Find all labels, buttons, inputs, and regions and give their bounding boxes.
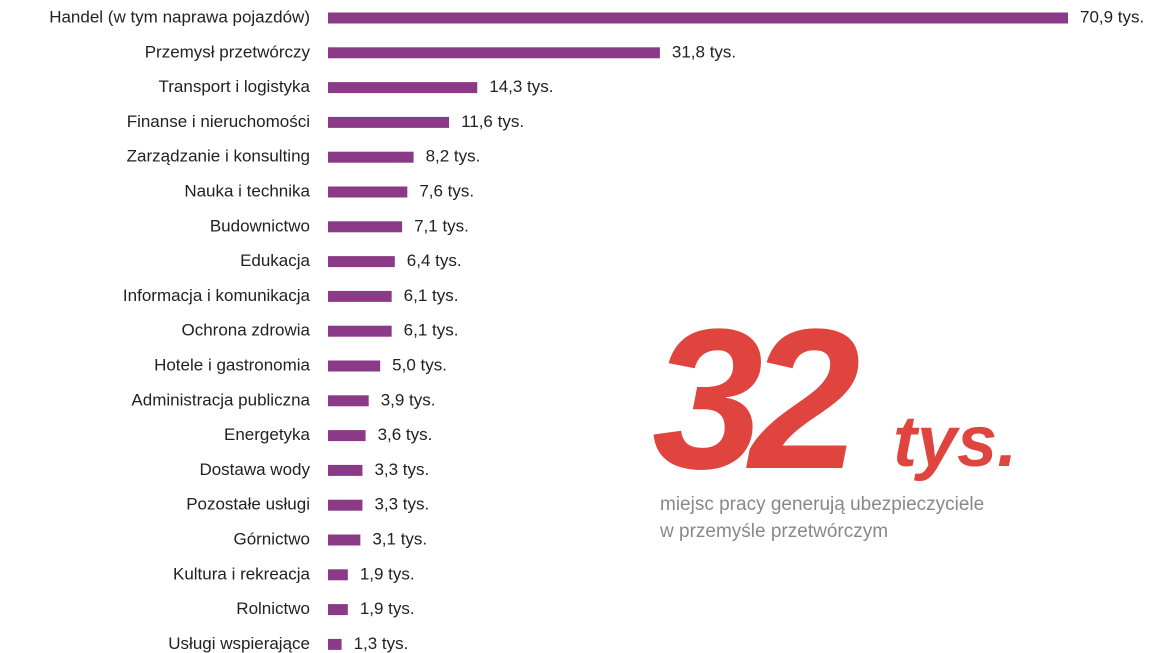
category-label: Handel (w tym naprawa pojazdów) bbox=[49, 7, 310, 26]
bar bbox=[328, 256, 395, 268]
value-label: 3,6 tys. bbox=[378, 425, 433, 444]
value-label: 3,9 tys. bbox=[381, 390, 436, 409]
callout-number: 32 bbox=[652, 288, 859, 511]
bar bbox=[328, 464, 363, 476]
value-label: 5,0 tys. bbox=[392, 355, 447, 374]
category-label: Informacja i komunikacja bbox=[123, 286, 311, 305]
value-label: 3,1 tys. bbox=[372, 529, 427, 548]
category-label: Zarządzanie i konsulting bbox=[127, 147, 310, 166]
bar bbox=[328, 430, 366, 442]
category-label: Hotele i gastronomia bbox=[154, 355, 310, 374]
bar bbox=[328, 325, 392, 337]
value-label: 11,6 tys. bbox=[461, 112, 524, 131]
callout-text: w przemyśle przetwórczym bbox=[659, 521, 888, 542]
bar bbox=[328, 360, 381, 372]
bar bbox=[328, 221, 403, 233]
bar bbox=[328, 569, 348, 581]
value-label: 1,9 tys. bbox=[360, 599, 415, 618]
bar bbox=[328, 499, 363, 511]
bar bbox=[328, 116, 450, 128]
bar bbox=[328, 638, 342, 650]
value-label: 8,2 tys. bbox=[426, 147, 481, 166]
category-label: Budownictwo bbox=[210, 216, 310, 235]
bar bbox=[328, 82, 478, 94]
category-label: Dostawa wody bbox=[199, 460, 310, 479]
callout-unit: tys. bbox=[893, 402, 1017, 482]
bar bbox=[328, 151, 414, 163]
category-label: Transport i logistyka bbox=[159, 77, 311, 96]
bar bbox=[328, 534, 361, 546]
category-label: Górnictwo bbox=[233, 529, 310, 548]
bar bbox=[328, 186, 408, 198]
value-label: 1,3 tys. bbox=[354, 634, 409, 653]
category-label: Usługi wspierające bbox=[168, 634, 310, 653]
category-label: Energetyka bbox=[224, 425, 311, 444]
value-label: 31,8 tys. bbox=[672, 42, 736, 61]
value-label: 7,6 tys. bbox=[419, 181, 474, 200]
category-label: Kultura i rekreacja bbox=[173, 564, 311, 583]
bar bbox=[328, 604, 348, 616]
value-label: 14,3 tys. bbox=[489, 77, 553, 96]
category-label: Edukacja bbox=[240, 251, 310, 270]
category-label: Pozostałe usługi bbox=[186, 495, 310, 514]
value-label: 6,1 tys. bbox=[404, 286, 459, 305]
bar bbox=[328, 47, 660, 59]
category-label: Administracja publiczna bbox=[131, 390, 310, 409]
value-label: 6,4 tys. bbox=[407, 251, 462, 270]
value-label: 3,3 tys. bbox=[374, 460, 429, 479]
value-label: 1,9 tys. bbox=[360, 564, 415, 583]
category-label: Finanse i nieruchomości bbox=[127, 112, 310, 131]
value-label: 3,3 tys. bbox=[374, 495, 429, 514]
value-label: 6,1 tys. bbox=[404, 321, 459, 340]
bar bbox=[328, 290, 392, 302]
value-label: 70,9 tys. bbox=[1080, 7, 1144, 26]
category-label: Przemysł przetwórczy bbox=[145, 42, 311, 61]
category-label: Rolnictwo bbox=[236, 599, 310, 618]
value-label: 7,1 tys. bbox=[414, 216, 469, 235]
category-label: Nauka i technika bbox=[184, 181, 310, 200]
bar bbox=[328, 12, 1068, 24]
bar bbox=[328, 395, 369, 407]
callout-text: miejsc pracy generują ubezpieczyciele bbox=[660, 494, 984, 515]
category-label: Ochrona zdrowia bbox=[181, 321, 310, 340]
